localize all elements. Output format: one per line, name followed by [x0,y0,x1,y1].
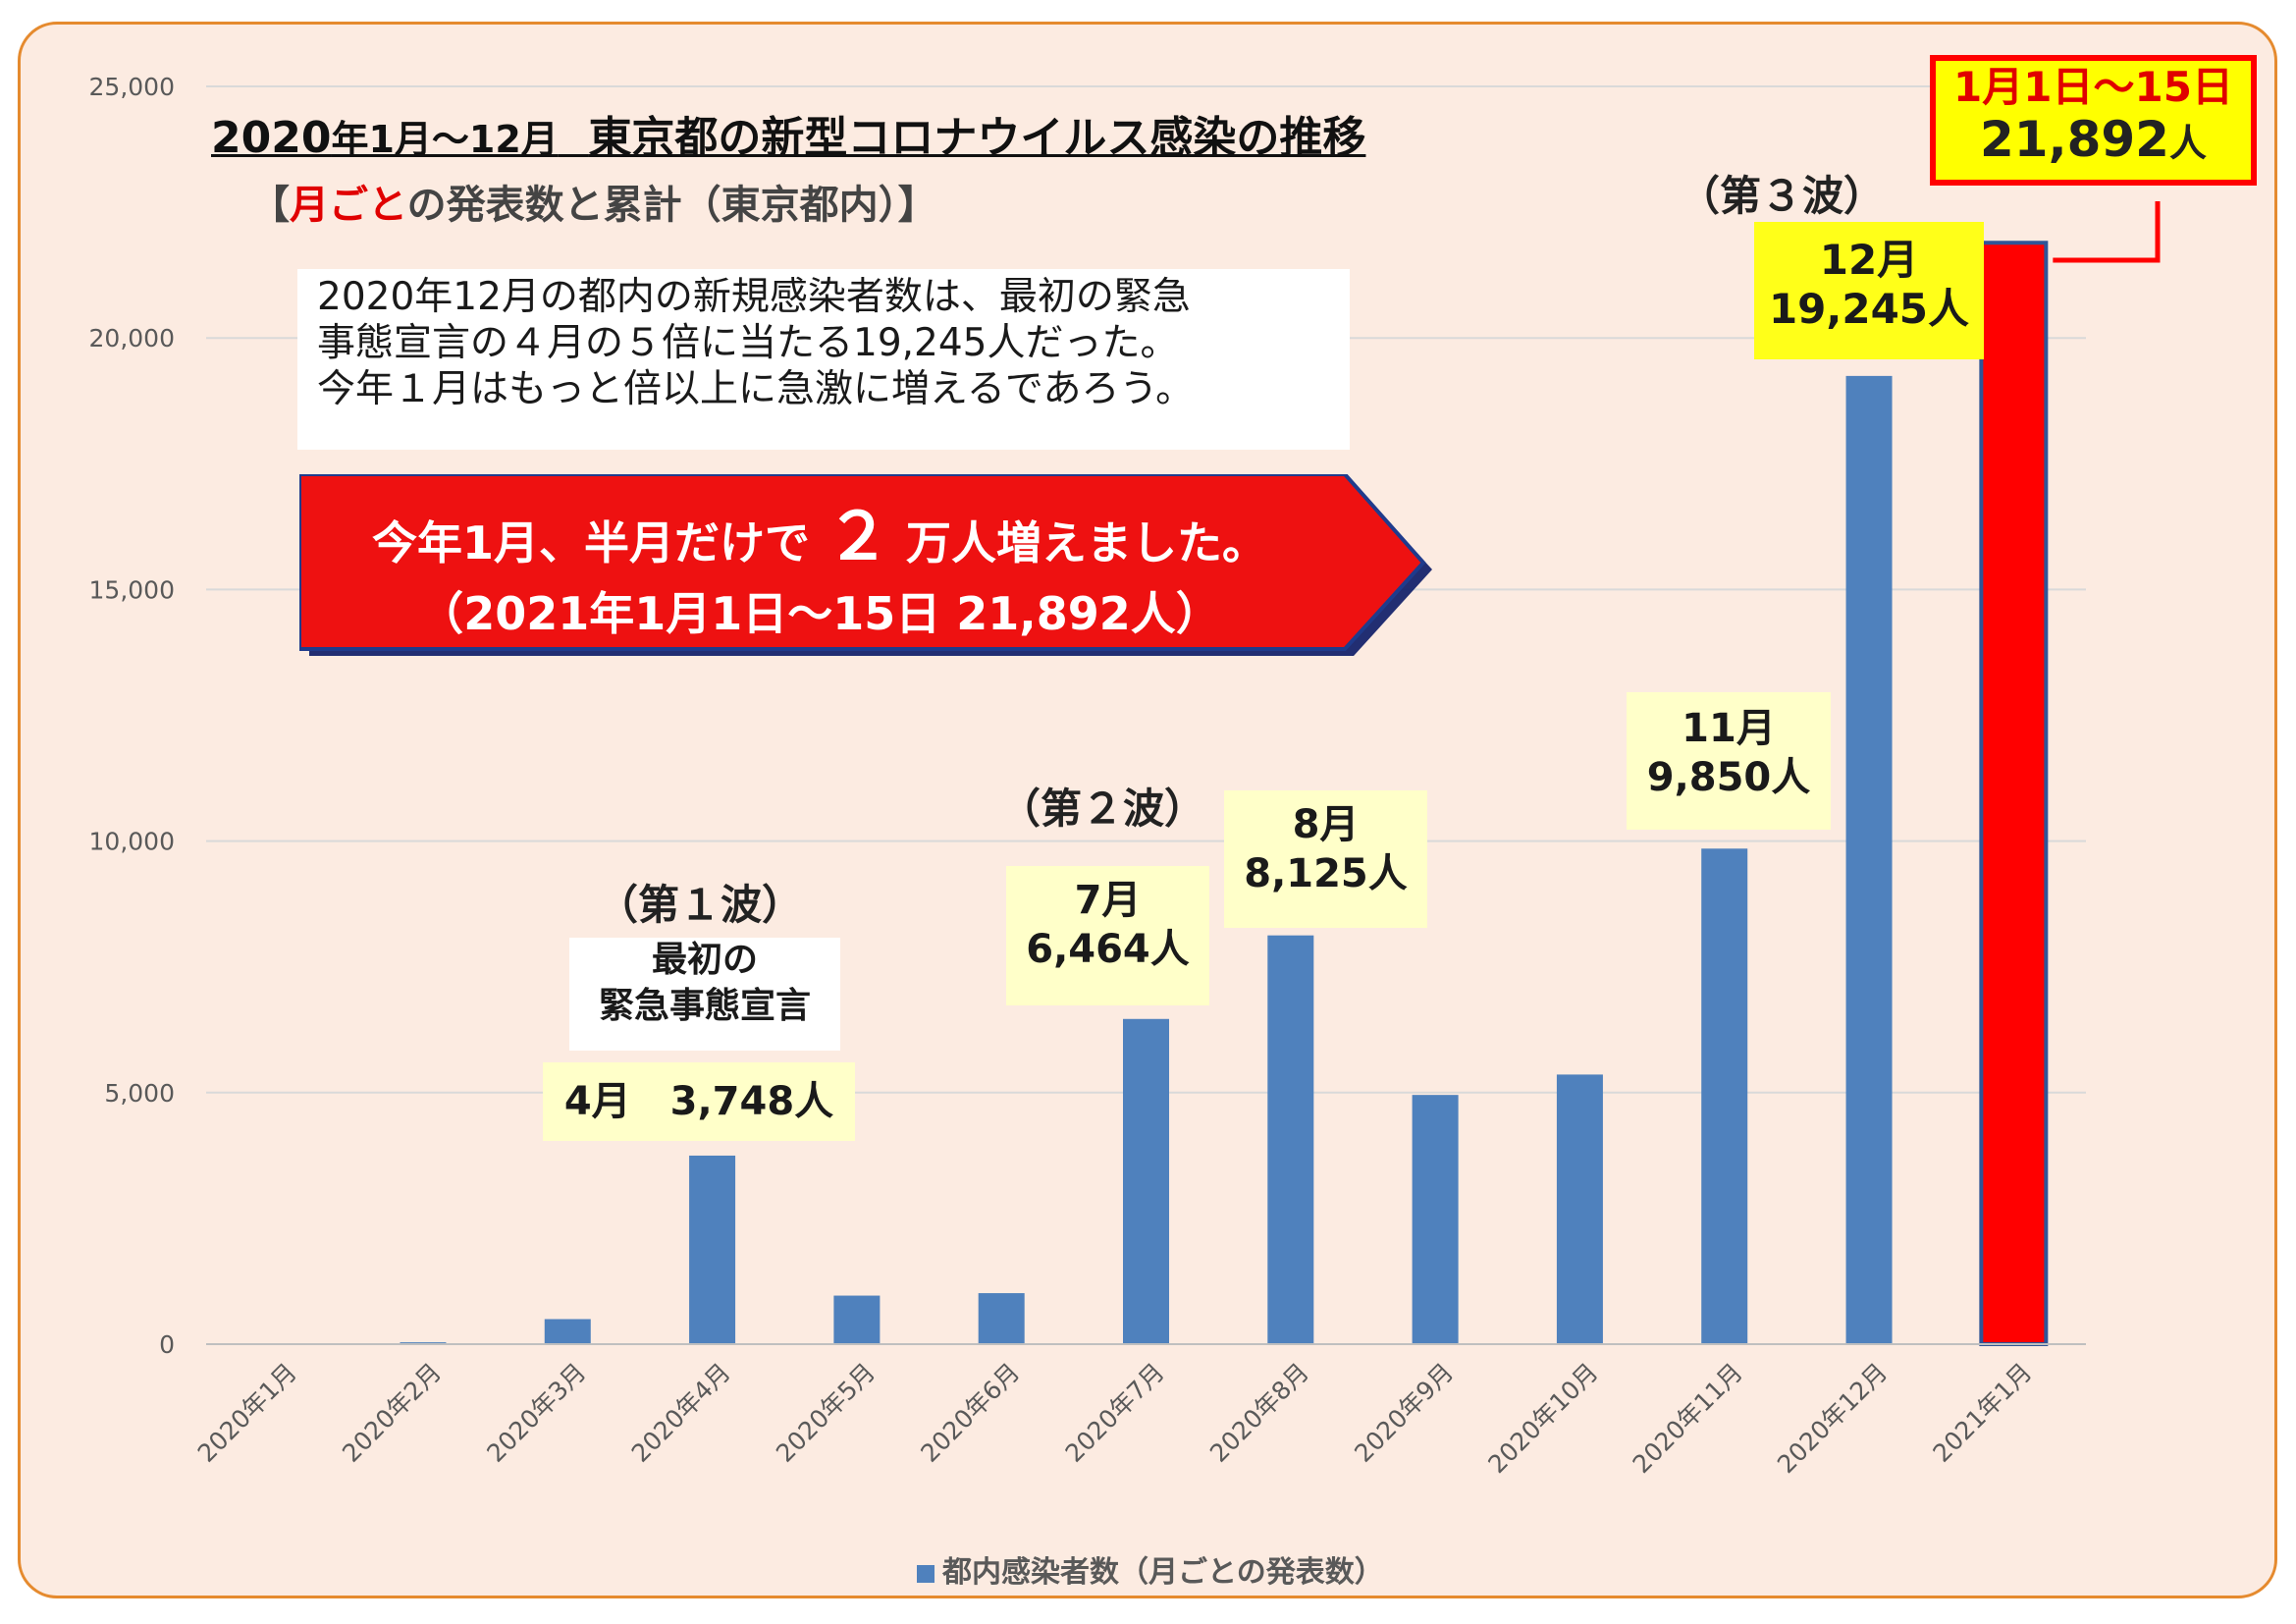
bar [1412,1095,1459,1344]
bar [689,1155,736,1344]
chart-title: 2020年1月～12月 東京都の新型コロナウイルス感染の推移 [211,113,1366,163]
headline-banner: 今年1月、半月だけで ２ 万人増えました。 （2021年1月1日～15日 21,… [299,474,1435,658]
wave2-label: （第２波） [999,785,1206,833]
x-tick-label: 2020年11月 [1628,1358,1748,1479]
x-tick-label: 2021年1月 [1927,1358,2037,1468]
legend-label: 都内感染者数（月ごとの発表数） [942,1555,1384,1590]
note-box: 2020年12月の都内の新規感染者数は、最初の緊急 事態宣言の４月の５倍に当たる… [297,269,1350,450]
highlight-box: 1月1日～15日 21,892人 [1930,55,2257,186]
y-tick-label: 0 [159,1330,175,1359]
x-tick-label: 2020年10月 [1482,1358,1603,1479]
y-tick-label: 10,000 [89,828,175,856]
legend: 都内感染者数（月ごとの発表数） [917,1547,1384,1591]
note-line: 2020年12月の都内の新規感染者数は、最初の緊急 [317,275,1191,319]
y-tick-label: 5,000 [104,1079,175,1108]
x-tick-label: 2020年7月 [1060,1358,1170,1468]
chart-subtitle: 【月ごとの発表数と累計（東京都内）】 [250,183,937,228]
x-tick-label: 2020年5月 [771,1358,881,1468]
x-tick-label: 2020年3月 [481,1358,591,1468]
x-tick-label: 2020年4月 [626,1358,736,1468]
bar [1267,935,1314,1344]
emergency-label: 最初の 緊急事態宣言 [569,938,840,1051]
x-tick-label: 2020年1月 [192,1358,302,1468]
y-tick-label: 25,000 [89,73,175,101]
wave3-label: （第３波） [1679,172,1886,220]
bar [1556,1074,1603,1344]
x-tick-label: 2020年6月 [915,1358,1025,1468]
bar [833,1295,881,1344]
banner-text: 今年1月、半月だけで ２ 万人増えました。 （2021年1月1日～15日 21,… [371,499,1268,641]
legend-swatch [917,1564,934,1583]
bar [1845,375,1893,1344]
july-label: 7月 6,464人 [1006,866,1209,1005]
note-line: 事態宣言の４月の５倍に当たる19,245人だった。 [317,320,1179,365]
bar [544,1319,591,1344]
wave1-label: （第１波） [597,881,804,929]
highlight-value: 21,892人 [1980,111,2207,169]
bar [1701,848,1748,1344]
y-tick-label: 15,000 [89,575,175,604]
november-label: 11月 9,850人 [1627,692,1831,830]
x-tick-label: 2020年9月 [1349,1358,1459,1468]
bar [1123,1018,1169,1344]
callout-connector [2053,201,2161,263]
december-label: 12月 19,245人 [1754,222,1984,359]
x-tick-label: 2020年2月 [337,1358,447,1468]
bar [978,1293,1025,1344]
x-tick-label: 2020年8月 [1204,1358,1314,1468]
august-label: 8月 8,125人 [1224,790,1427,928]
banner-arrow-shape [299,474,1432,656]
note-line: 今年１月はもっと倍以上に急激に増えるであろう。 [317,366,1195,411]
highlight-period: 1月1日～15日 [1953,63,2233,111]
april-label: 4月 3,748人 [543,1062,855,1141]
bar [1979,241,2049,1347]
y-tick-label: 20,000 [89,324,175,352]
x-tick-label: 2020年12月 [1772,1358,1893,1479]
